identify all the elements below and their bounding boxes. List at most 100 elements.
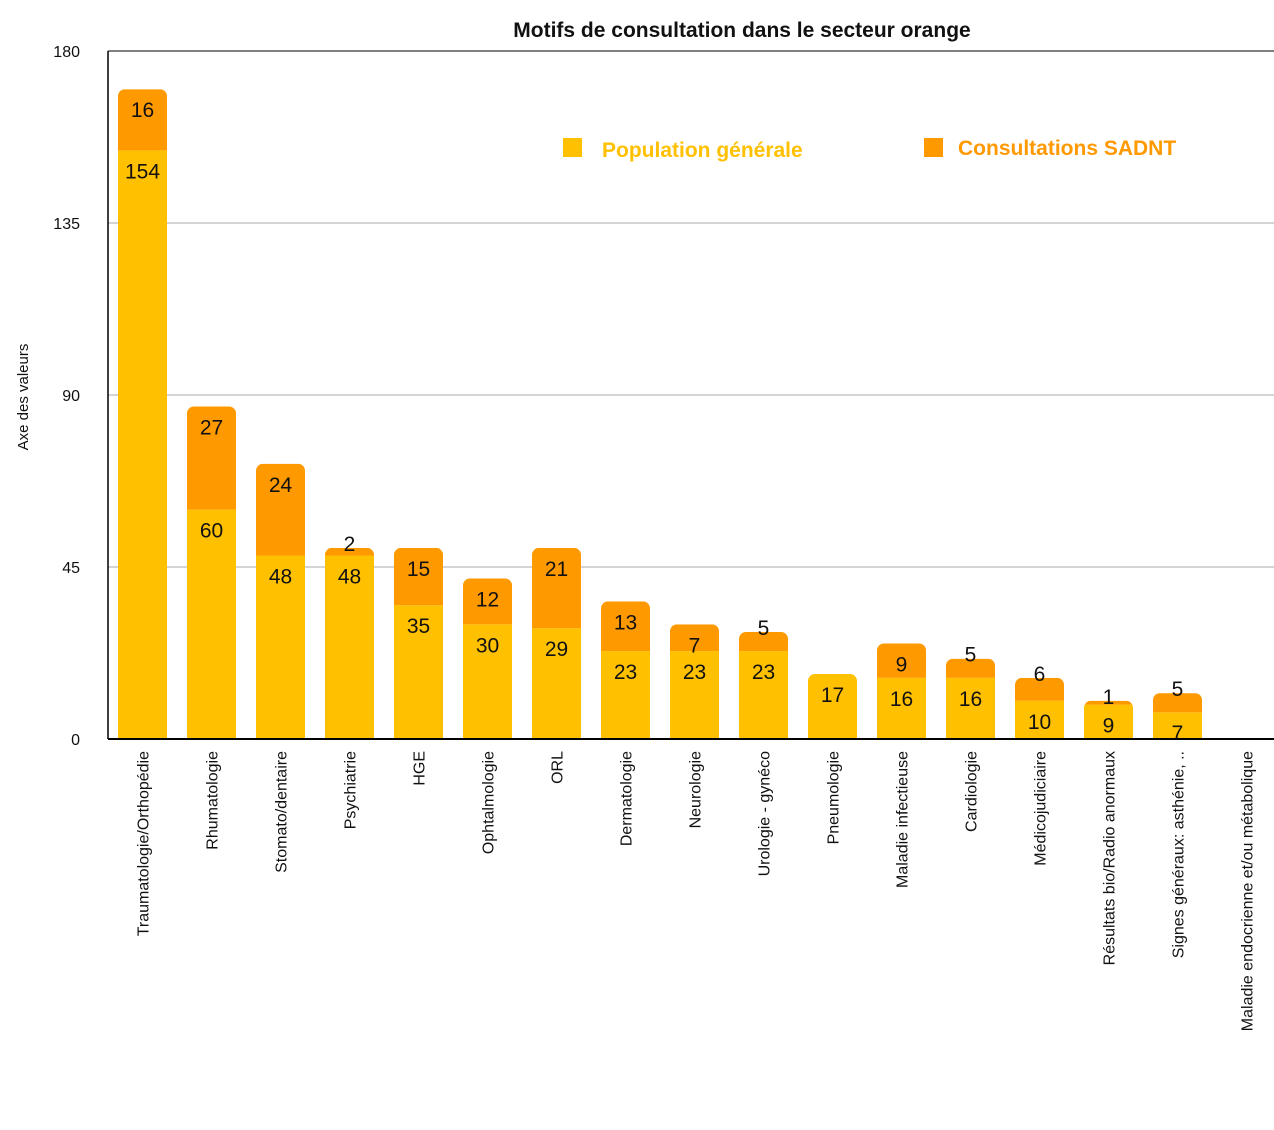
bar-population-generale — [1084, 704, 1133, 739]
data-label-population-generale: 35 — [407, 615, 430, 638]
data-label-population-generale: 29 — [545, 638, 568, 661]
x-tick-label: Dermatologie — [619, 751, 636, 846]
legend-swatch-sadnt — [924, 138, 943, 157]
data-label-consultations-sadnt: 13 — [614, 611, 637, 634]
data-label-population-generale: 30 — [476, 634, 499, 657]
x-tick-label: Résultats bio/Radio anormaux — [1102, 751, 1119, 965]
bar-stack — [532, 547, 581, 739]
bar-stack — [808, 674, 857, 739]
data-label-population-generale: 23 — [614, 661, 637, 684]
data-label-consultations-sadnt: 7 — [689, 634, 701, 657]
bar-population-generale — [532, 628, 581, 739]
legend: Population générale Consultations SADNT — [563, 137, 1176, 162]
y-axis-ticks: 0 45 90 135 180 — [53, 44, 80, 749]
data-label-population-generale: 23 — [683, 661, 706, 684]
bar-consultations-sadnt — [601, 601, 650, 652]
bar-stack — [1084, 700, 1133, 739]
x-tick-label: Médicojudiciaire — [1033, 751, 1050, 866]
bar-consultations-sadnt — [187, 406, 236, 510]
legend-swatch-population — [563, 138, 582, 157]
data-label-population-generale: 154 — [125, 160, 160, 183]
bar-population-generale — [739, 651, 788, 739]
x-tick-label: Maladie infectieuse — [895, 751, 912, 888]
bar-stack — [187, 406, 236, 739]
data-label-consultations-sadnt: 1 — [1103, 686, 1115, 709]
bar-population-generale — [877, 677, 926, 739]
x-tick-label: Traumatologie/Orthopédie — [136, 751, 153, 936]
data-label-population-generale: 17 — [821, 684, 844, 707]
data-label-population-generale: 23 — [752, 661, 775, 684]
x-tick-label: ORL — [550, 751, 567, 784]
x-tick-label: HGE — [412, 751, 429, 786]
x-tick-label: Cardiologie — [964, 751, 981, 832]
data-label-consultations-sadnt: 5 — [1172, 678, 1184, 701]
y-tick-label: 90 — [62, 388, 80, 405]
bar-population-generale — [1153, 712, 1202, 739]
x-tick-label: Neurologie — [688, 751, 705, 828]
bar-population-generale — [601, 651, 650, 739]
bar-stack — [256, 463, 305, 739]
chart-title: Motifs de consultation dans le secteur o… — [513, 19, 970, 42]
data-label-consultations-sadnt: 21 — [545, 558, 568, 581]
bar-stack — [946, 658, 995, 739]
bar-stack — [463, 578, 512, 739]
bar-population-generale — [808, 674, 857, 739]
bar-consultations-sadnt — [670, 624, 719, 652]
bar-consultations-sadnt — [394, 547, 443, 606]
x-tick-label: Urologie - gynéco — [757, 751, 774, 877]
data-label-population-generale: 60 — [200, 520, 223, 543]
bar-population-generale — [325, 555, 374, 739]
bar-stack — [118, 89, 167, 739]
data-label-population-generale: 48 — [269, 566, 292, 589]
bar-stack — [739, 631, 788, 739]
bar-population-generale — [463, 624, 512, 739]
x-tick-label: Psychiatrie — [343, 751, 360, 829]
data-label-consultations-sadnt: 24 — [269, 474, 293, 497]
bar-stack — [601, 601, 650, 739]
x-axis-ticks: Traumatologie/Orthopédie Rhumatologie Stom… — [136, 751, 1257, 1031]
bar-consultations-sadnt — [877, 643, 926, 678]
x-tick-label: Ophtalmologie — [481, 751, 498, 854]
bar-consultations-sadnt — [532, 547, 581, 629]
data-label-population-generale: 48 — [338, 566, 361, 589]
data-label-population-generale: 7 — [1172, 722, 1184, 745]
bar-consultations-sadnt — [946, 658, 995, 678]
data-label-consultations-sadnt: 2 — [344, 533, 356, 556]
y-axis-label: Axe des valeurs — [15, 344, 32, 451]
bar-population-generale — [187, 509, 236, 739]
bar-consultations-sadnt — [1084, 700, 1133, 705]
bar-stack — [394, 547, 443, 739]
bar-consultations-sadnt — [1015, 677, 1064, 701]
legend-label-sadnt: Consultations SADNT — [958, 137, 1176, 160]
legend-label-population: Population générale — [602, 139, 803, 162]
bars: 1541660274824482351530122921231323723517… — [118, 89, 1202, 745]
data-label-population-generale: 16 — [890, 688, 913, 711]
data-label-consultations-sadnt: 9 — [896, 653, 908, 676]
data-label-population-generale: 10 — [1028, 711, 1051, 734]
bar-population-generale — [256, 555, 305, 739]
bar-consultations-sadnt — [1153, 693, 1202, 713]
y-tick-label: 180 — [53, 44, 80, 61]
bar-population-generale — [118, 150, 167, 739]
bar-stack — [1153, 693, 1202, 739]
bar-consultations-sadnt — [463, 578, 512, 625]
bar-population-generale — [1015, 700, 1064, 739]
bar-population-generale — [670, 651, 719, 739]
bar-stack — [670, 624, 719, 739]
data-label-consultations-sadnt: 6 — [1034, 663, 1046, 686]
x-tick-label: Stomato/dentaire — [274, 751, 291, 873]
bar-consultations-sadnt — [739, 631, 788, 652]
x-tick-label: Pneumologie — [826, 751, 843, 845]
data-label-consultations-sadnt: 5 — [758, 617, 770, 640]
bar-stack — [1015, 677, 1064, 739]
y-tick-label: 135 — [53, 216, 80, 233]
data-label-consultations-sadnt: 15 — [407, 558, 430, 581]
bar-population-generale — [946, 677, 995, 739]
bar-stack — [877, 643, 926, 739]
y-tick-label: 0 — [71, 732, 80, 749]
bar-consultations-sadnt — [325, 547, 374, 556]
data-label-population-generale: 16 — [959, 688, 982, 711]
bar-consultations-sadnt — [256, 463, 305, 556]
x-tick-label: Signes généraux: asthénie, .. — [1171, 751, 1188, 958]
